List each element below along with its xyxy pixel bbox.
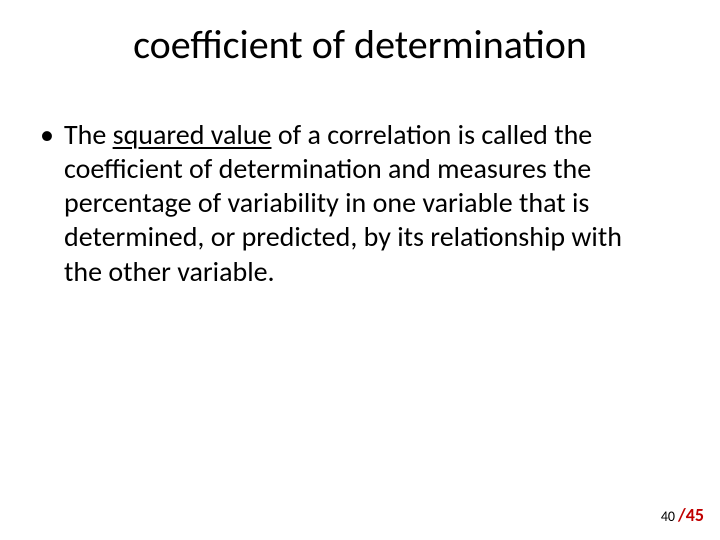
body-area: • The squared value of a correlation is … xyxy=(36,118,660,289)
bullet-text-pre: The xyxy=(64,117,113,152)
slide-title: coefficient of determination xyxy=(0,20,720,69)
page-footer: 40/45 xyxy=(661,504,704,526)
slide: coefficient of determination • The squar… xyxy=(0,0,720,540)
page-current: 40 xyxy=(661,508,675,525)
bullet-marker: • xyxy=(36,118,64,152)
bullet-item: • The squared value of a correlation is … xyxy=(36,118,660,289)
page-separator: / xyxy=(678,504,686,526)
page-total: 45 xyxy=(686,504,704,526)
bullet-text: The squared value of a correlation is ca… xyxy=(64,118,660,289)
bullet-text-underlined: squared value xyxy=(113,117,272,152)
